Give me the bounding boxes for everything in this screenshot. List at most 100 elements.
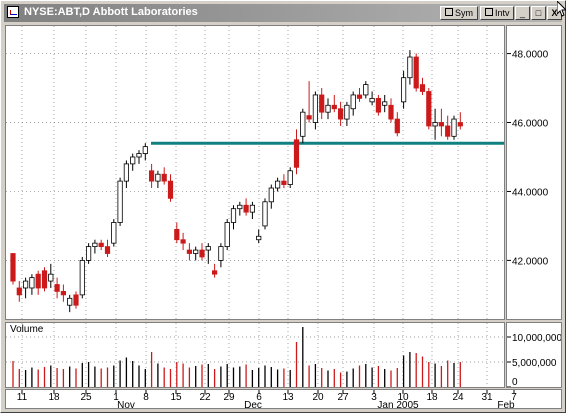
date-tick-label: 27 bbox=[337, 392, 349, 403]
mouse-cursor-icon bbox=[557, 1, 566, 17]
candle-down bbox=[199, 249, 205, 258]
volume-tick-label: 10,000,000 bbox=[512, 333, 561, 344]
month-label: Jan 2005 bbox=[377, 400, 419, 408]
date-tick-label: 31 bbox=[481, 392, 493, 403]
candle-up bbox=[312, 94, 319, 123]
interval-button[interactable]: Intv bbox=[480, 6, 514, 20]
volume-panel[interactable]: Volume bbox=[5, 322, 505, 388]
candle-up bbox=[274, 180, 281, 189]
candle-up bbox=[155, 173, 161, 182]
volume-axis[interactable]: 10,000,000 5,000,000 0 bbox=[506, 322, 562, 388]
volume-tick-label: 0 bbox=[512, 377, 518, 387]
candle-up bbox=[22, 280, 29, 289]
candle-down bbox=[16, 287, 22, 296]
date-tick-label: 11 bbox=[17, 392, 28, 403]
maximize-button[interactable]: □ bbox=[531, 6, 546, 20]
minimize-button[interactable]: _ bbox=[515, 6, 530, 20]
grid-icon bbox=[445, 8, 453, 16]
candle-down bbox=[35, 273, 41, 289]
candle-down bbox=[104, 246, 111, 254]
symbol-button[interactable]: Sym bbox=[440, 6, 478, 20]
date-tick-label: 7 bbox=[511, 392, 517, 403]
candle-down bbox=[306, 115, 312, 120]
candle-up bbox=[92, 242, 98, 248]
candle-down bbox=[161, 173, 167, 182]
candle-down bbox=[41, 270, 48, 289]
date-tick-label: 1 bbox=[113, 392, 119, 403]
candle-down bbox=[426, 91, 432, 127]
date-tick-label: 13 bbox=[282, 392, 294, 403]
grid-icon bbox=[485, 8, 493, 16]
price-tick-label: 44.0000 bbox=[512, 187, 549, 198]
volume-label: Volume bbox=[10, 324, 44, 335]
price-axis-labels: 48.0000 46.0000 44.0000 42.0000 bbox=[507, 50, 549, 267]
price-chart-panel[interactable] bbox=[5, 25, 505, 320]
price-tick-label: 48.0000 bbox=[512, 50, 549, 61]
candle-up bbox=[256, 235, 262, 241]
candle-up bbox=[363, 84, 369, 96]
price-chart bbox=[6, 26, 504, 319]
date-axis[interactable]: 11 18 25 1 8 15 22 29 6 13 20 27 3 10 18 24 31 7 Nov Dec Jan… bbox=[5, 389, 562, 409]
chart-app-icon bbox=[7, 6, 19, 18]
candle-down bbox=[419, 84, 426, 92]
interval-button-label: Intv bbox=[495, 8, 510, 18]
candle-up bbox=[262, 201, 268, 227]
candle-up bbox=[79, 259, 85, 296]
candle-down bbox=[211, 270, 218, 275]
candle-up bbox=[193, 249, 199, 254]
price-tick-label: 46.0000 bbox=[512, 119, 549, 130]
candle-down bbox=[174, 228, 180, 241]
candle-up bbox=[432, 122, 438, 127]
candle-up bbox=[451, 118, 457, 137]
date-tick-label: 6 bbox=[256, 392, 262, 403]
month-label: Feb bbox=[497, 400, 515, 408]
candle-down bbox=[98, 242, 104, 248]
candle-up bbox=[111, 222, 117, 244]
date-tick-label: 24 bbox=[452, 392, 464, 403]
candle-down bbox=[180, 239, 186, 244]
candle-up bbox=[249, 204, 255, 213]
candle-up bbox=[142, 146, 148, 154]
candle-up bbox=[48, 273, 54, 282]
candle-up bbox=[400, 77, 407, 103]
candle-up bbox=[67, 297, 73, 306]
candle-down bbox=[337, 108, 344, 120]
candle-down bbox=[167, 180, 174, 199]
candle-up bbox=[136, 153, 142, 158]
date-tick-label: 25 bbox=[80, 392, 92, 403]
candle-down bbox=[356, 94, 363, 99]
candle-down bbox=[457, 122, 463, 127]
candle-down bbox=[438, 122, 445, 127]
candle-down bbox=[60, 291, 67, 296]
candle-down bbox=[331, 104, 337, 110]
date-tick-label: 20 bbox=[312, 392, 324, 403]
date-tick-label: 8 bbox=[143, 392, 149, 403]
price-axis[interactable]: 48.0000 46.0000 44.0000 42.0000 bbox=[506, 25, 562, 320]
candle-up bbox=[344, 104, 350, 120]
volume-chart bbox=[6, 323, 504, 387]
month-label: Dec bbox=[244, 400, 262, 408]
candle-up bbox=[369, 97, 375, 103]
candle-down bbox=[319, 94, 325, 113]
candle-up bbox=[237, 204, 243, 210]
title-bar[interactable]: NYSE:ABT,D Abbott Laboratories Sym Intv … bbox=[4, 4, 562, 22]
month-label: Nov bbox=[117, 400, 135, 408]
candle-up bbox=[407, 56, 413, 79]
candle-down bbox=[54, 284, 60, 292]
candle-up bbox=[287, 170, 293, 185]
candle-up bbox=[205, 246, 211, 251]
date-tick-label: 3 bbox=[371, 392, 377, 403]
candle-up bbox=[230, 208, 237, 223]
candle-down bbox=[281, 180, 287, 185]
date-tick-label: 29 bbox=[223, 392, 235, 403]
volume-tick-label: 5,000,000 bbox=[512, 358, 557, 369]
candle-down bbox=[394, 118, 400, 134]
candle-down bbox=[293, 139, 300, 168]
candle-up bbox=[123, 163, 129, 182]
window-title: NYSE:ABT,D Abbott Laboratories bbox=[24, 6, 198, 18]
candle-up bbox=[29, 277, 35, 289]
candle-up bbox=[325, 104, 331, 113]
candle-down bbox=[148, 170, 155, 182]
